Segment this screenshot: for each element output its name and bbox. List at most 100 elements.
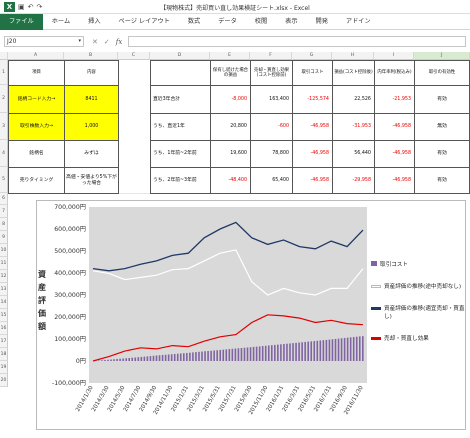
row-header[interactable]: 12 xyxy=(0,270,8,283)
cost-bar xyxy=(179,353,182,361)
row-header[interactable]: 5 xyxy=(0,167,8,193)
cost-bar xyxy=(207,350,209,361)
cost-bar xyxy=(252,346,255,361)
tab-review[interactable]: 校閲 xyxy=(254,17,268,25)
table-cell[interactable]: 19,600 xyxy=(210,140,251,168)
enter-icon[interactable]: ✓ xyxy=(103,37,110,46)
chevron-down-icon[interactable]: ▾ xyxy=(78,38,81,44)
cost-bar xyxy=(131,357,134,361)
column-header-f[interactable]: F xyxy=(250,52,292,60)
table-cell[interactable]: -125,574 xyxy=(292,85,333,114)
y-tick-label: 700,000円 xyxy=(54,204,86,211)
tab-insert[interactable]: 挿入 xyxy=(88,17,101,25)
row-header[interactable]: 3 xyxy=(0,113,8,140)
cancel-icon[interactable]: ✕ xyxy=(92,37,98,46)
formula-input[interactable] xyxy=(128,36,466,47)
column-header-g[interactable]: G xyxy=(292,52,332,60)
row-header[interactable]: 11 xyxy=(0,257,8,270)
table-cell[interactable]: 22,526 xyxy=(332,85,375,114)
table-cell[interactable]: -8,000 xyxy=(210,85,251,114)
cost-bar xyxy=(316,340,319,361)
asset-chart[interactable]: 700,000円 600,000円 500,000円 400,000円 300,000円… xyxy=(36,200,466,430)
column-header-i[interactable]: I xyxy=(374,52,414,60)
tab-data[interactable]: データ xyxy=(218,17,237,25)
table-cell[interactable]: -31,953 xyxy=(332,113,375,141)
table-cell[interactable]: 78,800 xyxy=(250,140,293,168)
row-header[interactable]: 14 xyxy=(0,296,8,309)
chart-legend: 取引コスト 資産評価の推移(途中売却なし) 資産評価の推移(適宜売却・買直し) … xyxy=(371,260,467,356)
share-count-input[interactable]: 1,000 xyxy=(64,113,119,141)
cost-bar xyxy=(198,351,200,361)
worksheet-grid[interactable]: A B C D E F G H I J 1 2 3 4 5 6 7 8 9 10… xyxy=(0,52,470,438)
tab-file[interactable]: ファイル xyxy=(0,13,43,30)
redo-icon[interactable]: ↷ xyxy=(36,3,43,11)
column-header-a[interactable]: A xyxy=(8,52,64,60)
undo-icon[interactable]: ↶ xyxy=(27,3,34,11)
label-share-count: 取引株数入力→ xyxy=(8,113,65,141)
row-header[interactable]: 13 xyxy=(0,283,8,296)
column-header-h[interactable]: H xyxy=(332,52,374,60)
table-cell[interactable]: -46,958 xyxy=(374,140,415,168)
table-cell[interactable]: -46,958 xyxy=(374,167,415,194)
cost-bar xyxy=(249,347,252,361)
table-cell[interactable]: -46,958 xyxy=(292,140,333,168)
row-header[interactable]: 16 xyxy=(0,322,8,335)
tab-page-layout[interactable]: ページ レイアウト xyxy=(118,17,170,25)
y-tick-label: 400,000円 xyxy=(54,270,86,277)
validity-cell[interactable]: 有効 xyxy=(414,85,470,114)
row-header[interactable]: 2 xyxy=(0,85,8,113)
validity-cell[interactable]: 有効 xyxy=(414,167,470,194)
column-header-j[interactable]: J xyxy=(414,52,470,60)
tab-view[interactable]: 表示 xyxy=(285,17,298,25)
column-header-d[interactable]: D xyxy=(150,52,210,60)
insert-function-icon[interactable]: fx xyxy=(115,37,123,46)
table-cell[interactable]: -29,958 xyxy=(332,167,375,194)
label-stock-name: 銘柄名 xyxy=(8,140,65,168)
tab-developer[interactable]: 開発 xyxy=(315,17,328,25)
tab-addins[interactable]: アドイン xyxy=(345,17,371,25)
row-header[interactable]: 10 xyxy=(0,244,8,257)
column-header-c[interactable]: C xyxy=(118,52,150,60)
name-box[interactable]: J20 ▾ xyxy=(4,36,84,47)
table-cell[interactable]: -46,958 xyxy=(292,167,333,194)
table-cell[interactable]: -46,958 xyxy=(292,113,333,141)
row-header[interactable]: 7 xyxy=(0,205,8,218)
table-cell[interactable]: 20,800 xyxy=(210,113,251,141)
row-header[interactable]: 20 xyxy=(0,374,8,387)
column-header-b[interactable]: B xyxy=(64,52,118,60)
legend-swatch xyxy=(371,285,381,288)
table-cell[interactable]: -48,400 xyxy=(210,167,251,194)
cost-bar xyxy=(286,343,288,361)
stock-code-input[interactable]: 8411 xyxy=(64,85,119,114)
row-header[interactable]: 8 xyxy=(0,218,8,231)
validity-cell[interactable]: 有効 xyxy=(414,140,470,168)
validity-cell[interactable]: 無効 xyxy=(414,113,470,141)
legend-swatch xyxy=(371,261,377,266)
row-header[interactable]: 17 xyxy=(0,335,8,348)
table-cell[interactable]: 163,400 xyxy=(250,85,293,114)
row-header[interactable]: 9 xyxy=(0,231,8,244)
row-header[interactable]: 19 xyxy=(0,361,8,374)
row-header[interactable]: 15 xyxy=(0,309,8,322)
table-cell[interactable]: 56,440 xyxy=(332,140,375,168)
select-all-corner[interactable] xyxy=(0,52,8,60)
tab-home[interactable]: ホーム xyxy=(51,17,71,25)
cost-bar xyxy=(283,344,285,361)
save-icon[interactable]: ▣ xyxy=(18,3,25,11)
table-cell[interactable]: -600 xyxy=(250,113,293,141)
cost-bar xyxy=(195,352,197,361)
cost-bar xyxy=(255,346,258,361)
legend-swatch xyxy=(371,337,381,340)
table-cell[interactable]: -21,953 xyxy=(374,85,415,114)
column-header-e[interactable]: E xyxy=(210,52,250,60)
sell-timing-value[interactable]: 高値・安値より5%下がった場合 xyxy=(64,167,119,194)
cost-bar xyxy=(183,353,185,361)
row-header[interactable]: 6 xyxy=(0,193,8,205)
table-cell[interactable]: -46,958 xyxy=(374,113,415,141)
table-cell[interactable]: 65,400 xyxy=(250,167,293,194)
row-header[interactable]: 18 xyxy=(0,348,8,361)
row-header[interactable]: 1 xyxy=(0,60,8,85)
tab-formulas[interactable]: 数式 xyxy=(187,17,201,25)
stock-name-value[interactable]: みずほ xyxy=(64,140,119,168)
row-header[interactable]: 4 xyxy=(0,140,8,167)
